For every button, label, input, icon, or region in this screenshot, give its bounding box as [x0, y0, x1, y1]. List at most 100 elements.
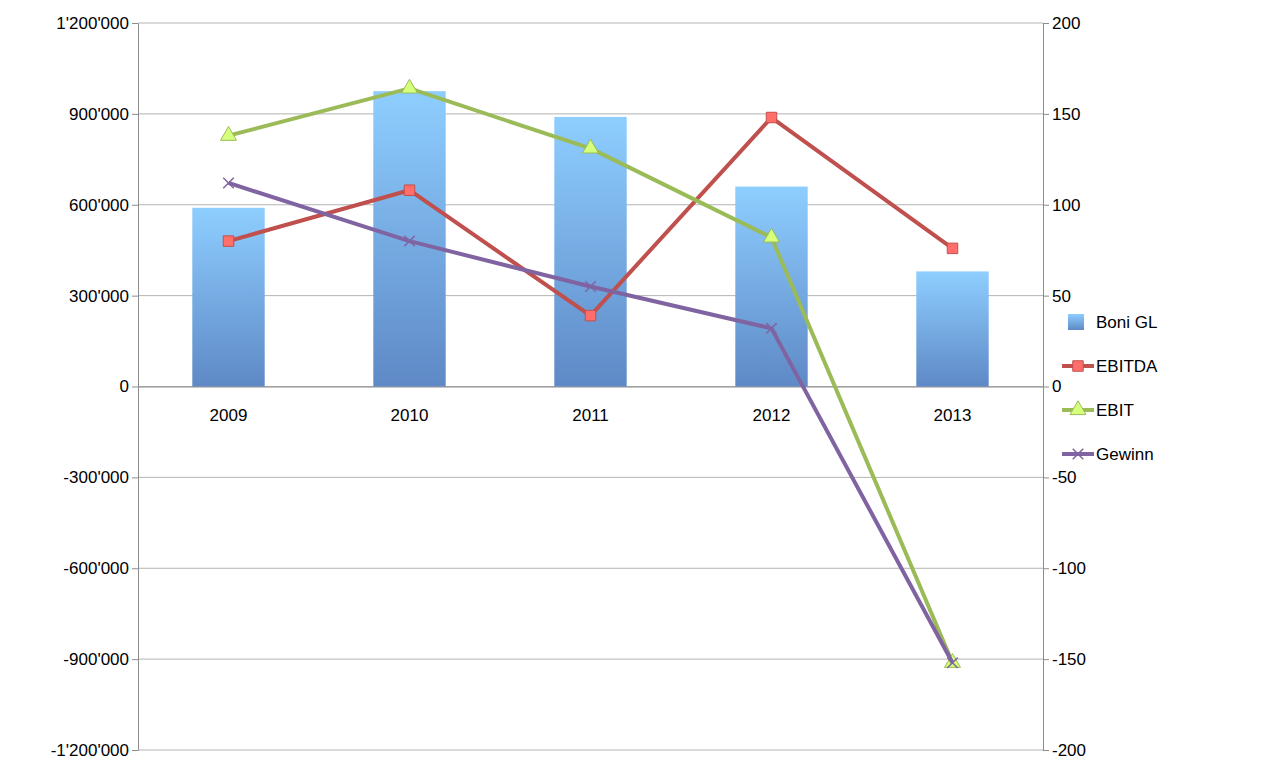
tick: 50 [1043, 287, 1071, 306]
legend-marker [1073, 449, 1083, 459]
tick-label: -100 [1052, 559, 1086, 578]
marker [947, 243, 957, 253]
legend-label: Gewinn [1096, 445, 1154, 464]
tick-label: 50 [1052, 287, 1071, 306]
tick-label: 2010 [391, 406, 429, 425]
tick-mark [1043, 477, 1049, 478]
marker [766, 323, 776, 333]
marker [585, 281, 595, 291]
legend-item: Boni GL [1068, 313, 1157, 332]
tick: -150 [1043, 650, 1086, 669]
tick: 200 [1043, 14, 1080, 33]
legend-marker [1070, 401, 1086, 415]
marker [404, 236, 414, 246]
marker [764, 228, 780, 242]
tick-mark [1043, 387, 1049, 388]
tick-label: 900'000 [69, 105, 129, 124]
line-series [223, 178, 957, 668]
x-axis: 2009 2010 2011 2012 2013 [139, 387, 1044, 425]
marker [223, 178, 233, 188]
tick: 300'000 [69, 287, 138, 306]
tick: 0 [1043, 377, 1061, 396]
bar [916, 271, 988, 386]
tick: -600'000 [63, 559, 138, 578]
tick: 150 [1043, 105, 1080, 124]
tick-label: 2013 [934, 406, 972, 425]
tick-label: 200 [1052, 14, 1080, 33]
tick-label: 300'000 [69, 287, 129, 306]
chart: -1'200'000 -900'000 -600'000 -300'000 0 300'0… [0, 0, 1269, 770]
tick: -300'000 [63, 468, 138, 487]
tick-label: -600'000 [63, 559, 129, 578]
tick-label: -200 [1052, 741, 1086, 760]
tick-mark [1043, 568, 1049, 569]
tick: 2010 [391, 387, 429, 425]
tick-label: 150 [1052, 105, 1080, 124]
plot-area [192, 79, 988, 668]
tick-label: 0 [1052, 377, 1061, 396]
tick: 2013 [934, 387, 972, 425]
line [229, 183, 953, 663]
tick-mark [1043, 750, 1049, 751]
legend-item: Gewinn [1062, 445, 1154, 464]
tick: -1'200'000 [51, 741, 138, 760]
marker [583, 139, 599, 153]
tick-label: -300'000 [63, 468, 129, 487]
y2-axis: -200 -150 -100 -50 0 50 100 150 200 [1043, 14, 1086, 760]
grid-line [138, 23, 1043, 24]
tick-label: 100 [1052, 196, 1080, 215]
tick-mark [132, 114, 138, 115]
tick-label: -150 [1052, 650, 1086, 669]
tick-mark [1043, 296, 1049, 297]
tick: 900'000 [69, 105, 138, 124]
tick: -50 [1043, 468, 1077, 487]
tick-label: 1'200'000 [56, 14, 129, 33]
line [229, 88, 953, 662]
y-axis: -1'200'000 -900'000 -600'000 -300'000 0 300'0… [51, 14, 139, 760]
tick-label: 0 [120, 377, 129, 396]
marker [221, 126, 237, 140]
grid [138, 23, 1043, 750]
tick: 2009 [210, 387, 248, 425]
marker [404, 185, 414, 195]
legend-label: EBITDA [1096, 357, 1158, 376]
legend-label: EBIT [1096, 401, 1134, 420]
tick-mark [132, 750, 138, 751]
tick-label: -1'200'000 [51, 741, 129, 760]
tick: 0 [120, 377, 138, 396]
tick-label: 600'000 [69, 196, 129, 215]
tick-label: 2009 [210, 406, 248, 425]
tick: -100 [1043, 559, 1086, 578]
tick: 2011 [572, 387, 609, 425]
tick-mark [132, 205, 138, 206]
legend-marker [1073, 361, 1083, 371]
bar-series [192, 91, 988, 386]
tick-mark [132, 477, 138, 478]
grid-line [138, 659, 1043, 660]
legend-item: EBITDA [1062, 357, 1158, 376]
legend-label: Boni GL [1096, 313, 1157, 332]
tick-mark [132, 296, 138, 297]
tick-label: -50 [1052, 468, 1077, 487]
marker [585, 310, 595, 320]
grid-line [138, 113, 1043, 114]
marker [402, 79, 418, 93]
grid-line [138, 750, 1043, 751]
tick: -200 [1043, 741, 1086, 760]
tick: -900'000 [63, 650, 138, 669]
tick-mark [1043, 205, 1049, 206]
bar [373, 91, 445, 386]
tick-label: -900'000 [63, 650, 129, 669]
tick: 100 [1043, 196, 1080, 215]
axis-line [139, 387, 1044, 388]
tick-label: 2011 [572, 406, 609, 425]
tick-label: 2012 [753, 406, 791, 425]
grid-line [138, 477, 1043, 478]
tick-mark [132, 387, 138, 388]
tick: 1'200'000 [56, 14, 138, 33]
legend-item: EBIT [1062, 401, 1134, 420]
tick-mark [132, 659, 138, 660]
line-series [221, 79, 961, 667]
marker [947, 658, 957, 668]
legend: Boni GL EBITDA EBIT Gewinn [1062, 313, 1158, 464]
